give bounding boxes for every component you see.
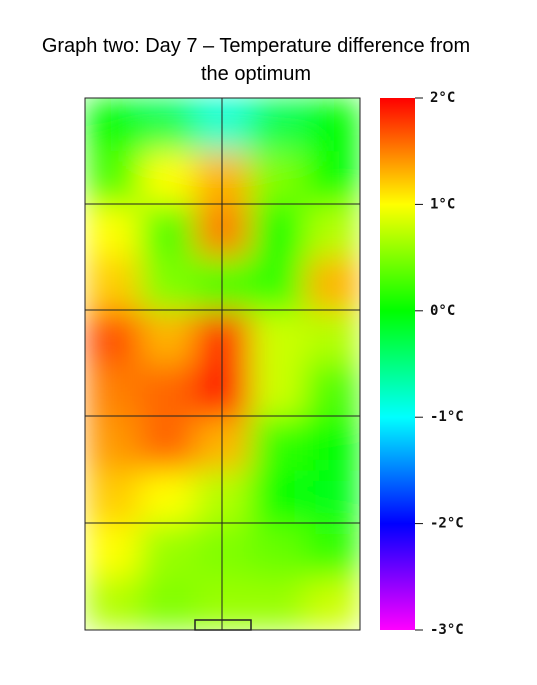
heatmap-cells (85, 98, 360, 630)
heatmap-cell (140, 470, 196, 525)
heatmap-cell (250, 257, 306, 312)
heatmap-cell (195, 417, 251, 471)
heatmap-cell (305, 151, 360, 205)
heatmap-cell (85, 151, 141, 205)
heatmap-cell (85, 523, 141, 578)
colorbar-tick-label: -2°C (430, 516, 464, 532)
heatmap-cell (305, 204, 360, 259)
heatmap-cell (250, 576, 306, 630)
heatmap-cell (250, 523, 306, 578)
heatmap-cell (85, 470, 141, 525)
heatmap-cell (305, 523, 360, 578)
heatmap-cell (85, 576, 141, 630)
goal-box (194, 619, 252, 631)
heatmap-cell (195, 204, 251, 259)
heatmap-cell (140, 257, 196, 312)
heatmap-cell (85, 257, 141, 312)
heatmap-cell (140, 151, 196, 205)
heatmap-cell (250, 98, 306, 152)
heatmap-cell (305, 98, 360, 152)
heatmap-cell (195, 364, 251, 418)
heatmap-cell (250, 310, 306, 365)
heatmap-cell (85, 98, 141, 152)
heatmap-cell (195, 523, 251, 578)
heatmap-cell (140, 523, 196, 578)
heatmap-cell (195, 470, 251, 525)
heatmap-cell (140, 417, 196, 471)
heatmap-cell (140, 98, 196, 152)
chart-title: Graph two: Day 7 – Temperature differenc… (41, 35, 471, 85)
heatmap-cell (250, 470, 306, 525)
heatmap-cell (195, 151, 251, 205)
heatmap-cell (195, 310, 251, 365)
heatmap-cell (305, 470, 360, 525)
heatmap-cell (85, 417, 141, 471)
colorbar-tick-label: -1°C (430, 409, 464, 425)
heatmap-cell (250, 151, 306, 205)
field-lines (84, 97, 361, 631)
heatmap-cell (195, 257, 251, 312)
heatmap-cell (140, 364, 196, 418)
heatmap-cell (85, 204, 141, 259)
heatmap-cell (250, 364, 306, 418)
colorbar-tick-label: -3°C (430, 622, 464, 638)
heatmap-cell (140, 576, 196, 630)
heatmap-cell (195, 576, 251, 630)
heatmap-area (85, 98, 360, 630)
heatmap-cell (305, 257, 360, 312)
colorbar-tick-label: 2°C (430, 90, 455, 106)
heatmap-cell (250, 204, 306, 259)
heatmap-cell (140, 310, 196, 365)
heatmap-cell (305, 310, 360, 365)
colorbar-tick-label: 0°C (430, 303, 455, 319)
colorbar-tick-label: 1°C (430, 196, 455, 212)
heatmap-cell (305, 417, 360, 471)
colorbar (380, 98, 415, 630)
heatmap-cell (250, 417, 306, 471)
heatmap-cell (140, 204, 196, 259)
heatmap-cell (195, 98, 251, 152)
heatmap-cell (85, 364, 141, 418)
heatmap-cell (85, 310, 141, 365)
heatmap-cell (305, 576, 360, 630)
heatmap-cell (305, 364, 360, 418)
